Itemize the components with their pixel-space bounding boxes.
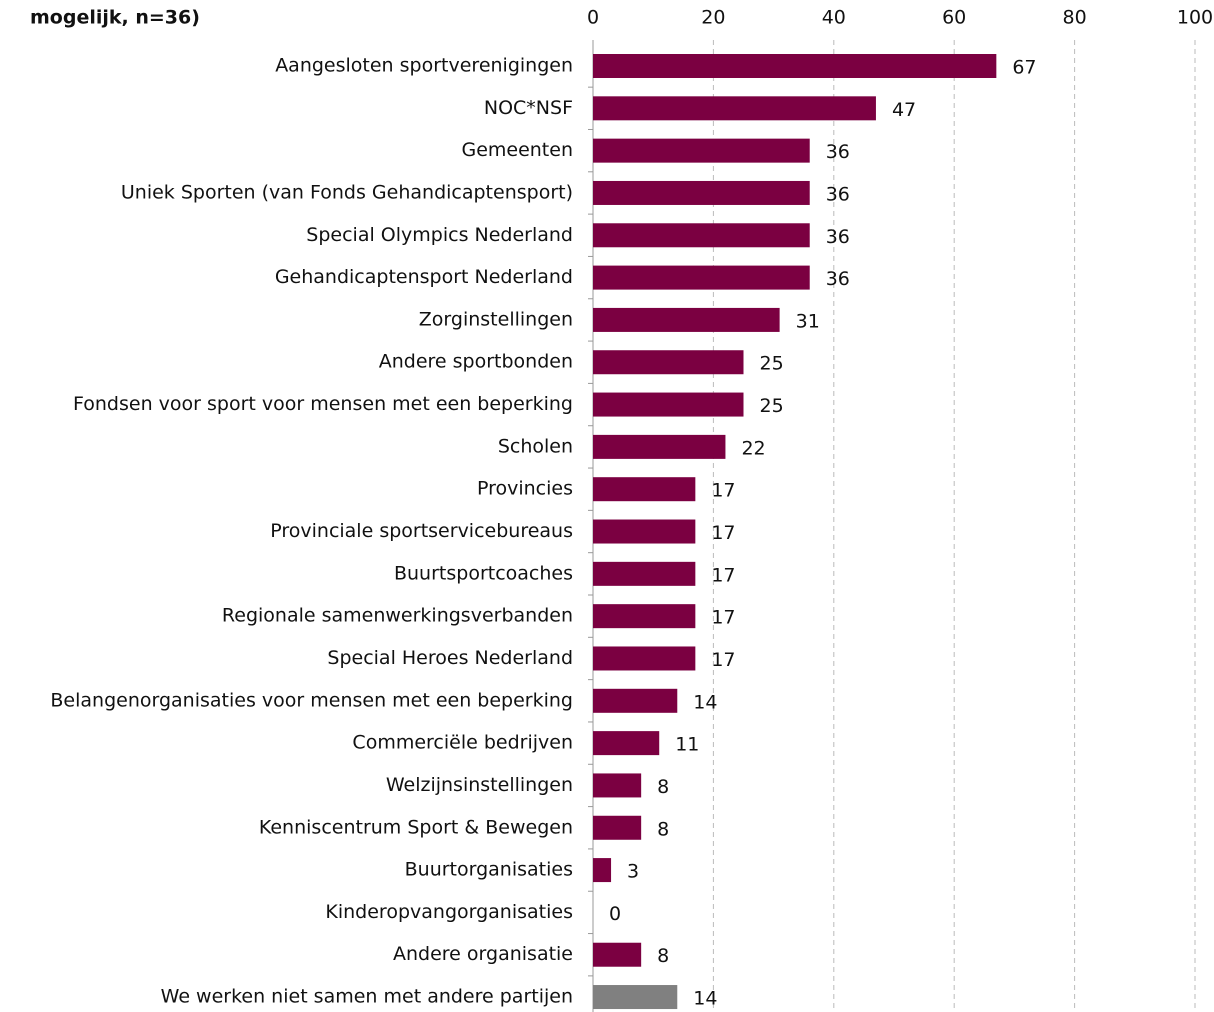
value-label: 11: [675, 734, 699, 756]
bar: [593, 350, 744, 375]
y-tick-label: Regionale samenwerkingsverbanden: [222, 605, 573, 627]
y-tick-label: Uniek Sporten (van Fonds Gehandicaptensp…: [121, 181, 573, 203]
bar: [593, 604, 696, 629]
value-label: 25: [760, 395, 784, 417]
value-label: 67: [1012, 57, 1036, 79]
bar: [593, 96, 876, 121]
bar: [593, 307, 780, 332]
value-label: 47: [892, 99, 916, 121]
y-tick-label: Welzijnsinstellingen: [386, 774, 573, 796]
bar: [593, 54, 997, 78]
value-label: 8: [657, 818, 669, 840]
value-label: 36: [826, 226, 850, 248]
y-tick-label: Provinciale sportservicebureaus: [270, 520, 573, 542]
y-tick-label: Provincies: [477, 478, 573, 500]
bar: [593, 985, 678, 1010]
bar: [593, 561, 696, 586]
bar: [593, 265, 810, 290]
y-tick-label: Gehandicaptensport Nederland: [275, 266, 573, 288]
y-tick-label: Belangenorganisaties voor mensen met een…: [50, 689, 573, 711]
bar: [593, 138, 810, 163]
bar: [593, 646, 696, 671]
y-tick-label: Andere organisatie: [393, 943, 573, 965]
value-label: 31: [796, 310, 820, 332]
value-label: 25: [760, 353, 784, 375]
value-label: 17: [711, 522, 735, 544]
y-tick-label: Fondsen voor sport voor mensen met een b…: [73, 393, 573, 415]
bar: [593, 477, 696, 502]
value-label: 17: [711, 480, 735, 502]
bar: [593, 180, 810, 205]
x-tick-label: 60: [942, 7, 966, 29]
y-tick-label: Buurtsportcoaches: [394, 562, 573, 584]
y-tick-label: Zorginstellingen: [419, 308, 573, 330]
y-tick-label: Special Heroes Nederland: [327, 647, 573, 669]
bar: [593, 858, 612, 883]
x-tick-label: 80: [1063, 7, 1087, 29]
value-label: 14: [693, 691, 717, 713]
bar: [593, 815, 642, 840]
value-label: 3: [627, 861, 639, 883]
value-label: 36: [826, 268, 850, 290]
y-tick-label: Scholen: [498, 435, 573, 457]
x-tick-label: 40: [822, 7, 846, 29]
bar: [593, 773, 642, 798]
y-tick-label: Gemeenten: [461, 139, 573, 161]
bar: [593, 942, 642, 967]
bar: [593, 731, 660, 756]
bar: [593, 519, 696, 544]
value-label: 36: [826, 141, 850, 163]
y-tick-label: Commerciële bedrijven: [352, 732, 573, 754]
y-tick-label: Aangesloten sportverenigingen: [275, 55, 573, 77]
value-label: 0: [609, 903, 621, 925]
bar: [593, 688, 678, 713]
y-tick-label: We werken niet samen met andere partijen: [161, 986, 573, 1008]
y-tick-label: NOC*NSF: [484, 97, 573, 119]
chart-title: mogelijk, n=36): [30, 7, 200, 29]
y-tick-label: Andere sportbonden: [379, 351, 573, 373]
value-label: 8: [657, 945, 669, 967]
bar: [593, 392, 744, 417]
x-tick-label: 100: [1177, 7, 1213, 29]
y-tick-label: Kenniscentrum Sport & Bewegen: [259, 816, 573, 838]
value-label: 36: [826, 183, 850, 205]
value-label: 17: [711, 607, 735, 629]
value-label: 17: [711, 649, 735, 671]
x-tick-label: 0: [587, 7, 599, 29]
value-label: 22: [741, 437, 765, 459]
y-tick-label: Buurtorganisaties: [405, 859, 573, 881]
value-label: 17: [711, 564, 735, 586]
value-label: 14: [693, 988, 717, 1010]
value-label: 8: [657, 776, 669, 798]
y-tick-label: Kinderopvangorganisaties: [325, 901, 573, 923]
bar: [593, 223, 810, 248]
x-tick-label: 20: [701, 7, 725, 29]
y-tick-label: Special Olympics Nederland: [306, 224, 573, 246]
bar: [593, 434, 726, 459]
